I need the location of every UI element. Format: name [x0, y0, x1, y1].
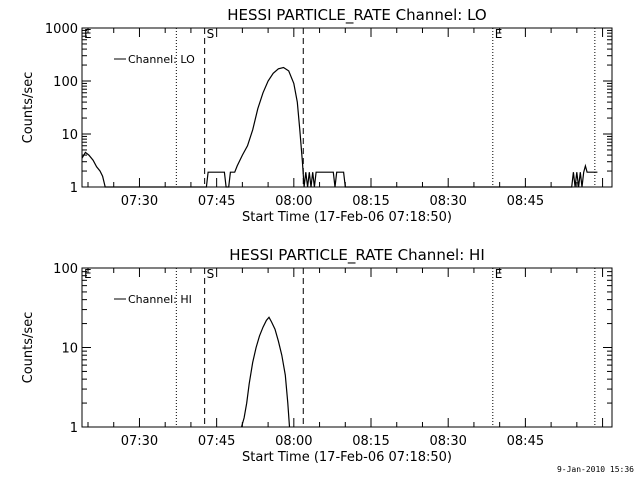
y-tick-label: 10: [61, 128, 78, 143]
x-axis-label: Start Time (17-Feb-06 07:18:50): [242, 210, 452, 225]
series-line: [240, 316, 291, 428]
chart-panel-1: HESSI PARTICLE_RATE Channel: LO Counts/se…: [21, 6, 613, 225]
x-tick-label: 08:00: [275, 434, 312, 449]
x-tick-label: 08:45: [507, 194, 544, 209]
x-tick-label: 08:45: [507, 434, 544, 449]
plot-frame: [81, 267, 613, 428]
y-tick-label: 10: [61, 342, 78, 357]
x-tick-label: 07:30: [121, 194, 158, 209]
x-tick-label: 08:30: [429, 434, 466, 449]
chart-panel-2: HESSI PARTICLE_RATE Channel: HI Counts/se…: [21, 246, 613, 465]
marker-label: E: [84, 27, 92, 41]
x-tick-label: 07:30: [121, 434, 158, 449]
legend-entry: Channel: HI: [128, 293, 192, 306]
x-tick-label: 07:45: [198, 434, 235, 449]
y-tick-label: 1: [70, 421, 78, 436]
plot-frame: [81, 27, 613, 188]
legend-entry: Channel: LO: [128, 53, 195, 66]
footer-timestamp: 9-Jan-2010 15:36: [556, 465, 634, 474]
marker-label: S: [207, 27, 215, 41]
y-tick-label: 1: [70, 181, 78, 196]
y-tick-label: 100: [53, 75, 78, 90]
series-line: [81, 66, 598, 188]
x-tick-label: 08:00: [275, 194, 312, 209]
x-tick-label: 08:15: [352, 434, 389, 449]
y-tick-label: 100: [53, 262, 78, 277]
marker-label: E: [84, 267, 92, 281]
marker-label: E: [495, 267, 503, 281]
marker-label: S: [207, 267, 215, 281]
y-axis-label: Counts/sec: [21, 312, 36, 384]
x-tick-label: 08:15: [352, 194, 389, 209]
x-axis-label: Start Time (17-Feb-06 07:18:50): [242, 450, 452, 465]
chart-title: HESSI PARTICLE_RATE Channel: LO: [227, 6, 486, 25]
marker-label: E: [495, 27, 503, 41]
y-axis-label: Counts/sec: [21, 72, 36, 144]
x-tick-label: 08:30: [429, 194, 466, 209]
y-tick-label: 1000: [45, 22, 78, 37]
chart-title: HESSI PARTICLE_RATE Channel: HI: [229, 246, 485, 265]
x-tick-label: 07:45: [198, 194, 235, 209]
